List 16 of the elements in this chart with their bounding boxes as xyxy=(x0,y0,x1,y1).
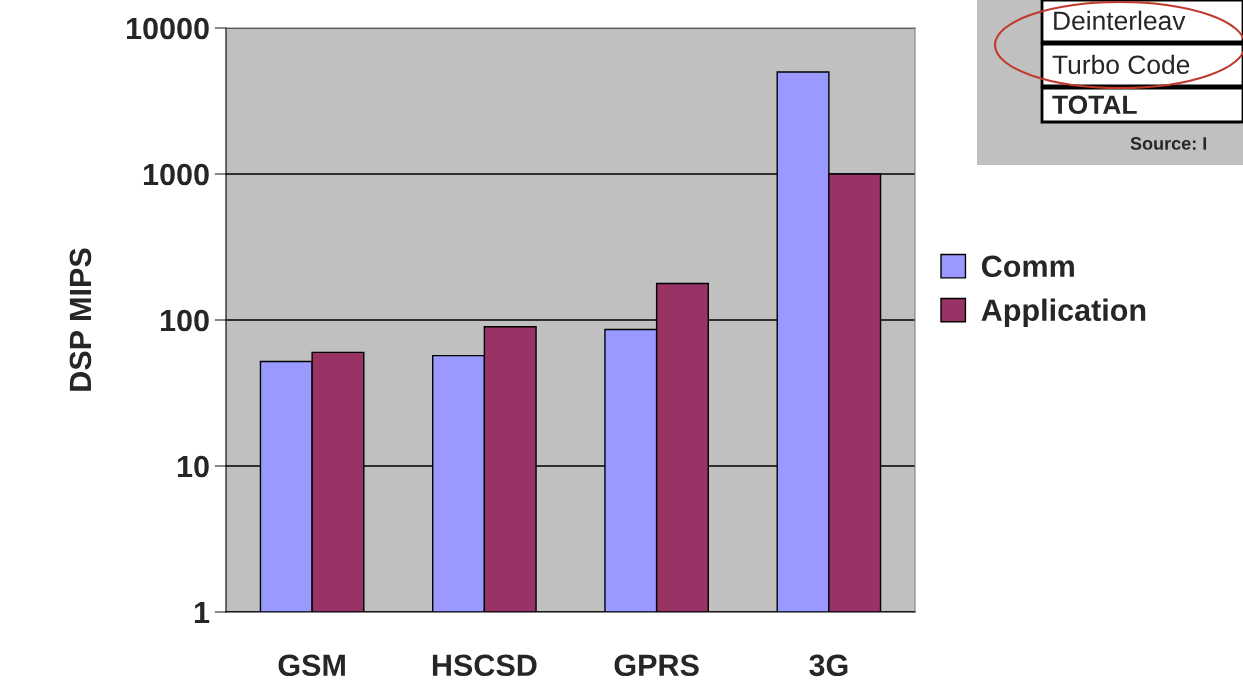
source-note: Source: I xyxy=(1130,137,1207,150)
legend-label: Application xyxy=(981,298,1146,328)
text: Turbo Code xyxy=(1052,54,1190,75)
y-tick-label: 10000 xyxy=(126,17,209,40)
x-tick-label: GPRS xyxy=(614,654,699,677)
y-tick-label: 100 xyxy=(160,309,209,332)
legend-label: Comm xyxy=(981,255,1074,278)
y-tick-label: 10 xyxy=(177,455,209,478)
y-tick-label: 1 xyxy=(194,602,210,624)
y-axis-title: DSP MIPS xyxy=(69,248,92,391)
text: TOTAL xyxy=(1052,95,1137,115)
x-tick-label: 3G xyxy=(809,654,848,677)
x-tick-label: GSM xyxy=(278,654,345,677)
text: Deinterleav xyxy=(1054,10,1186,31)
x-tick-label: HSCSD xyxy=(432,654,537,677)
y-tick-label: 1000 xyxy=(143,163,209,186)
